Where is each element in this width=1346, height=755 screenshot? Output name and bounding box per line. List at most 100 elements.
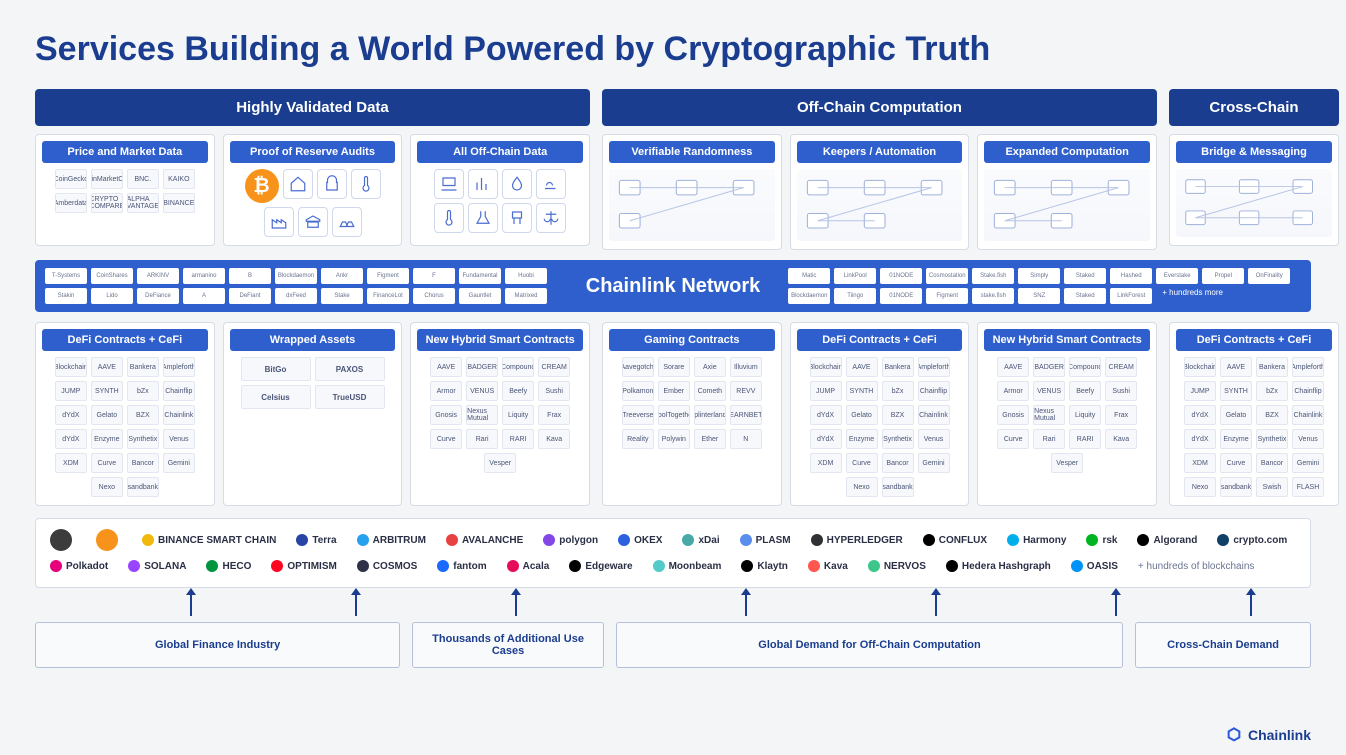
chain-label: PLASM <box>756 535 791 546</box>
chain-label: CONFLUX <box>939 535 987 546</box>
network-node-logo: Ankr <box>321 268 363 284</box>
top-section-columns: Highly Validated DataPrice and Market Da… <box>35 89 1311 250</box>
partner-logo: sandbank <box>127 477 159 497</box>
network-node-logo: B <box>229 268 271 284</box>
card-header: New Hybrid Smart Contracts <box>417 329 583 351</box>
partner-logo: Curve <box>430 429 462 449</box>
chainlink-hexagon-icon <box>1226 727 1242 743</box>
demand-arrows <box>35 594 1311 622</box>
partner-logo: BINANCE <box>163 193 195 213</box>
partner-logo: SYNTH <box>846 381 878 401</box>
partner-logo: TrueUSD <box>315 385 385 409</box>
chain-label: Edgeware <box>585 561 632 572</box>
card-body <box>797 169 963 241</box>
partner-logo: XDM <box>1184 453 1216 473</box>
partner-logo: Liquity <box>502 405 534 425</box>
partner-logo: bZx <box>1256 381 1288 401</box>
chain-icon <box>653 560 665 572</box>
partner-logo: Treeverse <box>622 405 654 425</box>
partner-logo: Chainflip <box>1292 381 1324 401</box>
partner-logo: Gemini <box>1292 453 1324 473</box>
partner-logo: dYdX <box>1184 405 1216 425</box>
chain-label: Harmony <box>1023 535 1066 546</box>
chain-label: Klaytn <box>757 561 788 572</box>
partner-logo: Compound <box>1069 357 1101 377</box>
partner-logo: Ampleforth <box>163 357 195 377</box>
chain-icon <box>128 560 140 572</box>
card-row: Gaming ContractsAavegotchiSorareAxieIllu… <box>602 322 1157 506</box>
partner-logo: Venus <box>163 429 195 449</box>
network-node-chips-right: MaticLinkPool01NODECosmostationStake.fis… <box>788 268 1301 304</box>
network-node-logo: 01NODE <box>880 268 922 284</box>
partner-logo: Kava <box>538 429 570 449</box>
partner-logo: Nexo <box>846 477 878 497</box>
partner-logo: Liquity <box>1069 405 1101 425</box>
chain-label: AVALANCHE <box>462 535 523 546</box>
blockchain-logo: OKEX <box>618 531 662 549</box>
partner-logo: Venus <box>1292 429 1324 449</box>
chain-icon <box>96 529 118 551</box>
partner-logo: Nexo <box>91 477 123 497</box>
partner-logo: ALPHA VANTAGE <box>127 193 159 213</box>
chain-icon <box>271 560 283 572</box>
partner-logo: XDM <box>55 453 87 473</box>
network-node-logo: LinkForest <box>1110 288 1152 304</box>
chain-icon <box>142 534 154 546</box>
partner-logo: BADGER <box>1033 357 1065 377</box>
partner-logo: Axie <box>694 357 726 377</box>
partner-logo: AAVE <box>997 357 1029 377</box>
chain-icon <box>357 560 369 572</box>
network-title: Chainlink Network <box>568 275 778 298</box>
network-node-logo: DeFiant <box>229 288 271 304</box>
partner-logo: Splinterlands <box>694 405 726 425</box>
chain-icon <box>1217 534 1229 546</box>
network-node-logo: Stakin <box>45 288 87 304</box>
drop-icon <box>502 169 532 199</box>
partner-logo: Vesper <box>484 453 516 473</box>
partner-logo: bZx <box>127 381 159 401</box>
partner-logo: Curve <box>91 453 123 473</box>
card-header: Bridge & Messaging <box>1176 141 1332 163</box>
blockchain-logo: CONFLUX <box>923 531 987 549</box>
blockchain-logo: COSMOS <box>357 557 417 575</box>
card-header: Wrapped Assets <box>230 329 396 351</box>
blockchain-logo: NERVOS <box>868 557 926 575</box>
chain-label: OPTIMISM <box>287 561 336 572</box>
blockchain-logo: ARBITRUM <box>357 531 426 549</box>
blockchain-logo: Edgeware <box>569 557 632 575</box>
demand-arrow-icon <box>745 594 747 616</box>
network-node-logo: DeFiance <box>137 288 179 304</box>
contract-card: Wrapped AssetsBitGoPAXOSCelsiusTrueUSD <box>223 322 403 506</box>
partner-logo: N <box>730 429 762 449</box>
partner-logo: Vesper <box>1051 453 1083 473</box>
blockchain-logo: PLASM <box>740 531 791 549</box>
network-more-label: + hundreds more <box>1156 288 1229 304</box>
partner-logo: Aavegotchi <box>622 357 654 377</box>
chain-label: OASIS <box>1087 561 1118 572</box>
chain-icon <box>446 534 458 546</box>
partner-logo: Gnosis <box>430 405 462 425</box>
bottom-column: DeFi Contracts + CeFiBlockchainAAVEBanke… <box>35 322 590 506</box>
partner-logo: Chainflip <box>163 381 195 401</box>
network-node-logo: Fundamental <box>459 268 501 284</box>
card-row: DeFi Contracts + CeFiBlockchainAAVEBanke… <box>35 322 590 506</box>
partner-logo: KAIKO <box>163 169 195 189</box>
partner-logo: Curve <box>997 429 1029 449</box>
blockchain-logo <box>50 531 76 549</box>
network-node-logo: Figment <box>367 268 409 284</box>
blockchain-logo: Hedera Hashgraph <box>946 557 1051 575</box>
network-node-logo: Gauntlet <box>459 288 501 304</box>
network-node-logo: OnFinality <box>1248 268 1290 284</box>
card-body: BlockchainAAVEBankeraAmpleforthJUMPSYNTH… <box>1176 357 1332 497</box>
partner-logo: Enzyme <box>1220 429 1252 449</box>
card-row: Price and Market DataCoinGeckoCoinMarket… <box>35 134 590 246</box>
partner-logo: Ampleforth <box>1292 357 1324 377</box>
section-header: Cross-Chain <box>1169 89 1339 126</box>
partner-logo: Kava <box>1105 429 1137 449</box>
partner-logo: BZX <box>882 405 914 425</box>
partner-logo: Bankera <box>1256 357 1288 377</box>
partner-logo: CREAM <box>1105 357 1137 377</box>
network-node-logo: Matic <box>788 268 830 284</box>
partner-logo: Armor <box>997 381 1029 401</box>
card-body: BlockchainAAVEBankeraAmpleforthJUMPSYNTH… <box>797 357 963 497</box>
